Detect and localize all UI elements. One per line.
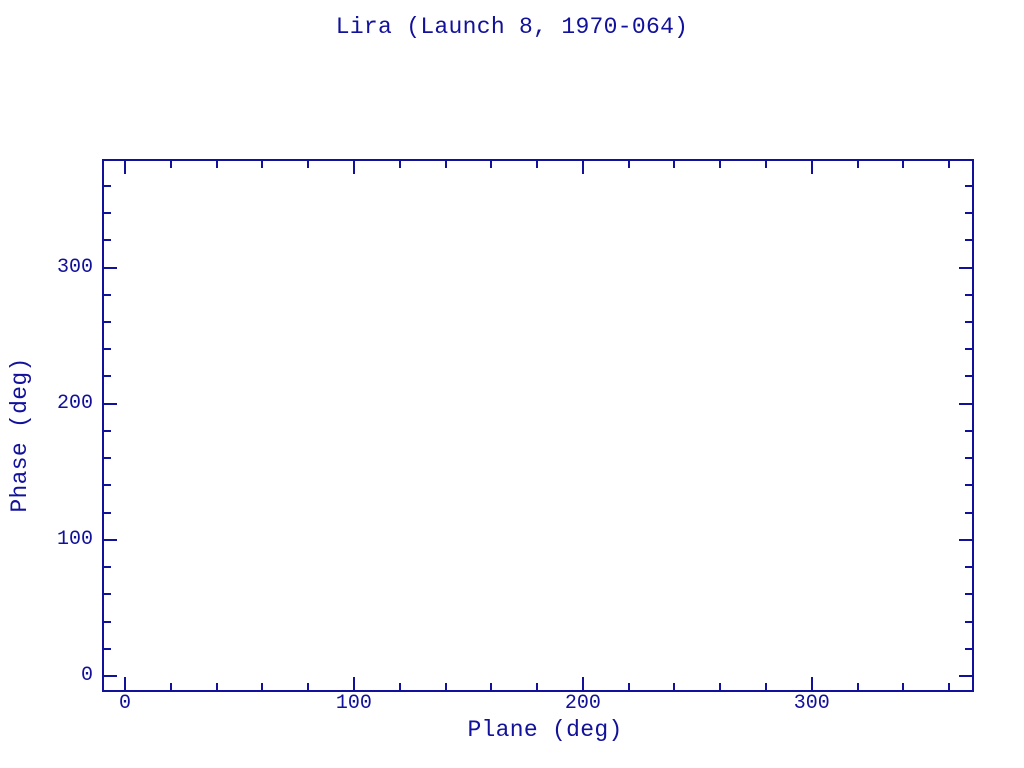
y-minor-tick	[104, 484, 111, 487]
y-minor-tick	[104, 457, 111, 460]
y-minor-tick	[104, 620, 111, 623]
x-minor-tick	[673, 161, 676, 168]
y-minor-tick	[965, 457, 972, 460]
y-minor-tick	[965, 429, 972, 432]
y-minor-tick	[965, 348, 972, 351]
y-major-tick	[104, 266, 117, 269]
x-minor-tick	[536, 161, 539, 168]
x-minor-tick	[307, 161, 310, 168]
y-tick-label: 100	[56, 527, 93, 551]
y-minor-tick	[104, 593, 111, 596]
x-minor-tick	[444, 161, 447, 168]
x-minor-tick	[856, 161, 859, 168]
x-major-tick	[123, 677, 126, 690]
x-major-tick	[581, 161, 584, 174]
y-major-tick	[959, 675, 972, 678]
x-tick-label: 200	[564, 692, 601, 715]
x-tick-label: 300	[793, 692, 830, 715]
x-axis-title: Plane (deg)	[467, 717, 623, 743]
x-major-tick	[581, 677, 584, 690]
y-minor-tick	[965, 239, 972, 242]
y-minor-tick	[965, 321, 972, 324]
x-minor-tick	[307, 683, 310, 690]
x-minor-tick	[169, 161, 172, 168]
y-major-tick	[104, 675, 117, 678]
x-minor-tick	[536, 683, 539, 690]
y-minor-tick	[104, 566, 111, 569]
x-major-tick	[352, 677, 355, 690]
x-minor-tick	[765, 683, 768, 690]
x-minor-tick	[215, 161, 218, 168]
y-axis-title: Phase (deg)	[7, 357, 33, 513]
x-minor-tick	[765, 161, 768, 168]
y-minor-tick	[965, 511, 972, 514]
x-minor-tick	[490, 161, 493, 168]
y-major-tick	[104, 402, 117, 405]
y-minor-tick	[965, 184, 972, 187]
x-minor-tick	[948, 161, 951, 168]
y-minor-tick	[104, 647, 111, 650]
y-minor-tick	[965, 293, 972, 296]
plot-frame	[102, 159, 974, 692]
x-minor-tick	[948, 683, 951, 690]
x-minor-tick	[490, 683, 493, 690]
x-minor-tick	[398, 161, 401, 168]
x-minor-tick	[444, 683, 447, 690]
plot-data-area	[103, 160, 973, 691]
x-minor-tick	[169, 683, 172, 690]
y-minor-tick	[104, 429, 111, 432]
y-minor-tick	[104, 511, 111, 514]
y-minor-tick	[965, 375, 972, 378]
x-minor-tick	[719, 161, 722, 168]
y-minor-tick	[965, 484, 972, 487]
y-major-tick	[959, 402, 972, 405]
x-major-tick	[810, 161, 813, 174]
x-minor-tick	[215, 683, 218, 690]
y-minor-tick	[104, 239, 111, 242]
y-minor-tick	[104, 348, 111, 351]
x-minor-tick	[902, 683, 905, 690]
y-tick-label: 0	[80, 664, 93, 688]
y-tick-label: 200	[56, 391, 93, 415]
x-minor-tick	[902, 161, 905, 168]
y-minor-tick	[965, 212, 972, 215]
plot-title: Lira (Launch 8, 1970-064)	[335, 14, 689, 40]
x-major-tick	[123, 161, 126, 174]
y-minor-tick	[104, 321, 111, 324]
x-minor-tick	[673, 683, 676, 690]
y-minor-tick	[104, 212, 111, 215]
x-minor-tick	[261, 683, 264, 690]
y-minor-tick	[104, 184, 111, 187]
y-major-tick	[959, 538, 972, 541]
x-major-tick	[810, 677, 813, 690]
y-minor-tick	[965, 566, 972, 569]
x-minor-tick	[398, 683, 401, 690]
x-tick-label: 100	[335, 692, 372, 715]
y-major-tick	[959, 266, 972, 269]
x-minor-tick	[627, 161, 630, 168]
y-major-tick	[104, 538, 117, 541]
x-minor-tick	[856, 683, 859, 690]
y-minor-tick	[104, 293, 111, 296]
x-tick-label: 0	[118, 692, 131, 715]
y-minor-tick	[104, 375, 111, 378]
x-minor-tick	[719, 683, 722, 690]
y-minor-tick	[965, 647, 972, 650]
y-minor-tick	[965, 620, 972, 623]
x-minor-tick	[261, 161, 264, 168]
y-minor-tick	[965, 593, 972, 596]
x-major-tick	[352, 161, 355, 174]
x-minor-tick	[627, 683, 630, 690]
y-tick-label: 300	[56, 255, 93, 279]
